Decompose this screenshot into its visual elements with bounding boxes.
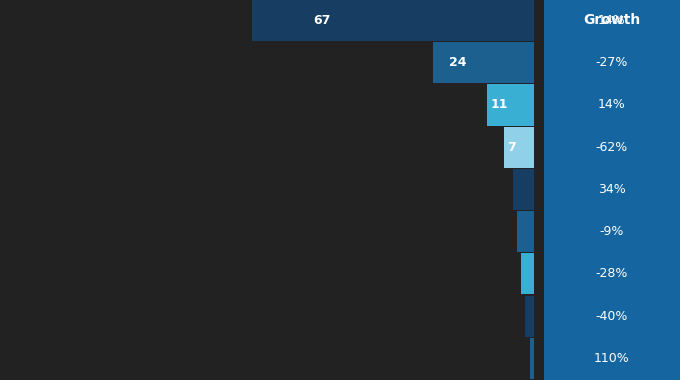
- Text: 7: 7: [507, 141, 516, 154]
- Text: 14%: 14%: [598, 14, 626, 27]
- Text: Growth: Growth: [583, 13, 641, 27]
- Text: 24: 24: [449, 56, 466, 69]
- Bar: [432, 42, 534, 83]
- Bar: [526, 296, 534, 337]
- Text: 11: 11: [490, 98, 508, 111]
- Text: 110%: 110%: [594, 352, 630, 365]
- Text: 34%: 34%: [598, 183, 626, 196]
- Bar: [530, 338, 534, 379]
- Text: -28%: -28%: [596, 268, 628, 280]
- Text: -9%: -9%: [600, 225, 624, 238]
- Text: -62%: -62%: [596, 141, 628, 154]
- Text: 67: 67: [313, 14, 331, 27]
- Bar: [544, 0, 680, 380]
- Bar: [521, 253, 534, 294]
- Bar: [252, 0, 534, 41]
- Bar: [517, 211, 534, 252]
- Bar: [513, 169, 534, 210]
- Bar: [488, 84, 534, 125]
- Text: -27%: -27%: [596, 56, 628, 69]
- Bar: [505, 127, 534, 168]
- Text: -40%: -40%: [596, 310, 628, 323]
- Text: 14%: 14%: [598, 98, 626, 111]
